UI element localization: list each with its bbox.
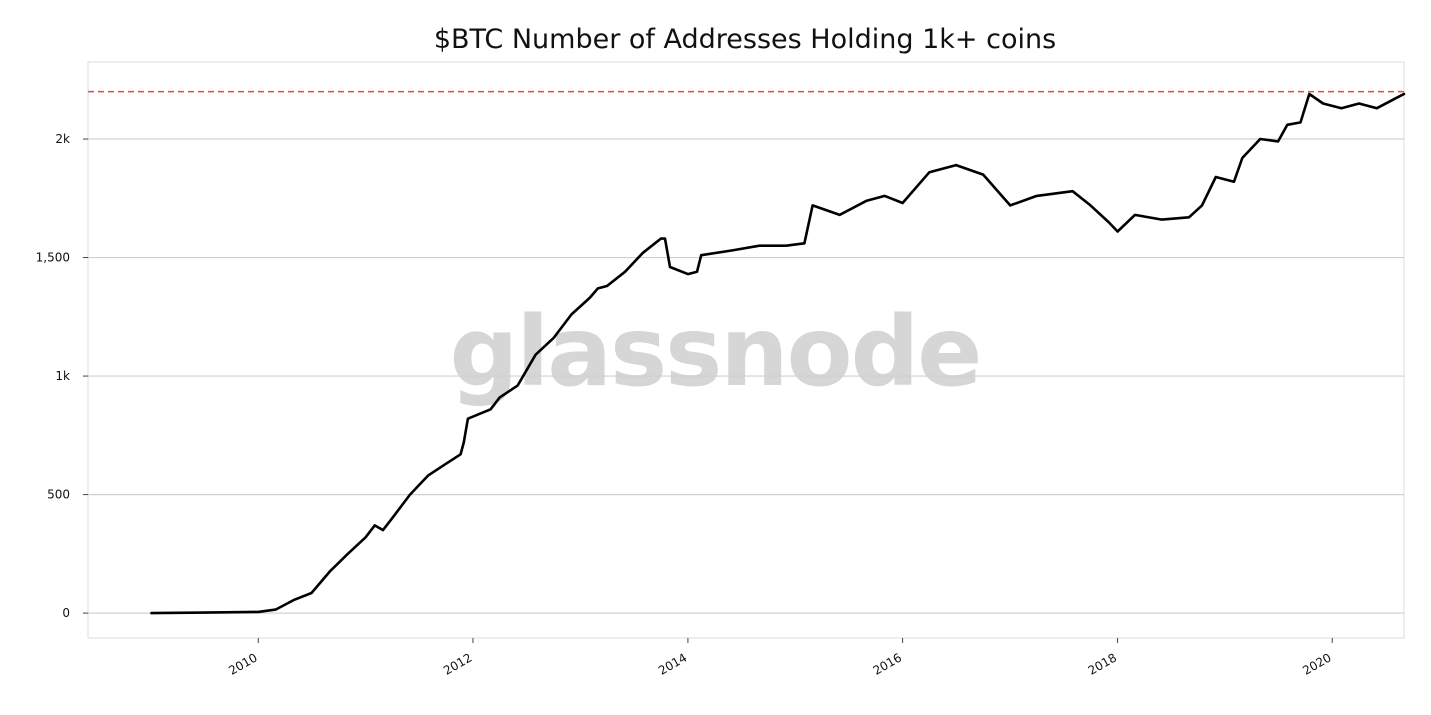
y-tick-label-3: 1,500: [36, 251, 70, 265]
x-tick-label-4: 2018: [1086, 650, 1119, 677]
plot-frame: [87, 61, 1405, 639]
chart-title: $BTC Number of Addresses Holding 1k+ coi…: [434, 24, 1056, 55]
series-line-0: [150, 92, 1406, 615]
x-axis: 2010 2012 2014 2016 2018 2020: [226, 638, 1334, 678]
series-group: [150, 92, 1406, 615]
x-tick-label-0: 2010: [226, 650, 259, 677]
x-tick-label-2: 2014: [656, 650, 689, 677]
y-tick-label-0: 0: [62, 606, 70, 620]
x-tick-label-5: 2020: [1300, 650, 1333, 677]
x-tick-label-3: 2016: [871, 650, 904, 677]
grid-lines: [88, 138, 1404, 614]
watermark: glassnode: [450, 296, 981, 408]
y-tick-label-4: 2k: [55, 132, 70, 146]
x-tick-label-1: 2012: [441, 650, 474, 677]
y-tick-label-1: 500: [47, 488, 70, 502]
y-tick-label-2: 1k: [55, 369, 70, 383]
y-axis: 0 500 1k 1,500 2k: [36, 132, 88, 620]
